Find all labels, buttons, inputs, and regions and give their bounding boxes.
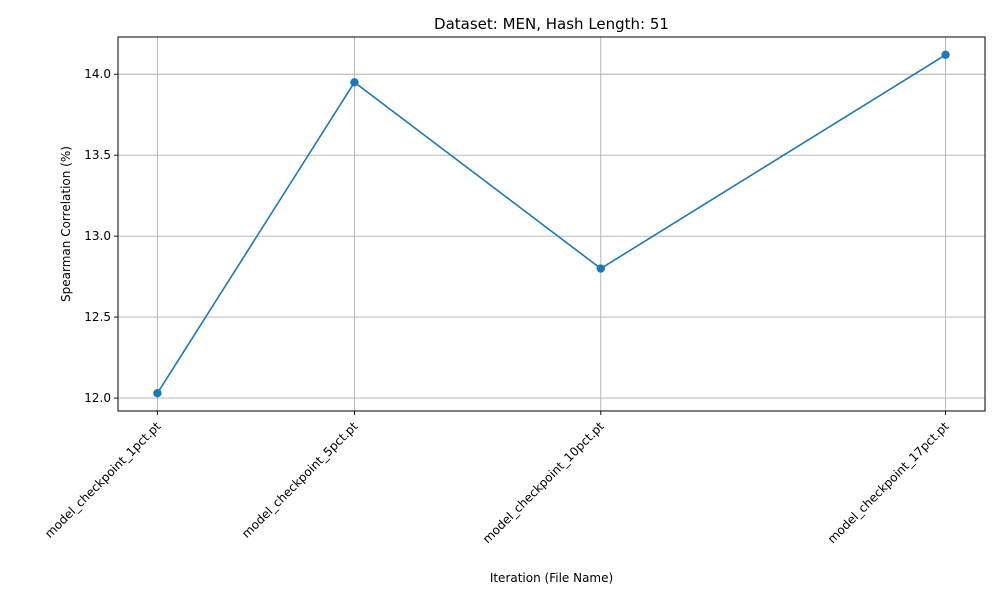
y-tick-label: 13.0 (84, 229, 111, 243)
data-point (350, 78, 359, 87)
axes: model_checkpoint_1pct.pt model_checkpoint… (42, 67, 952, 546)
series-line (156, 54, 947, 394)
data-point (153, 388, 162, 398)
y-tick-label: 14.0 (84, 67, 111, 81)
data-point (941, 50, 950, 60)
grid (118, 37, 985, 411)
x-axis-label: Iteration (File Name) (490, 571, 613, 585)
plot-frame (117, 36, 986, 412)
x-tick-label: model_checkpoint_1pct.pt (42, 419, 164, 541)
y-axis-label: Spearman Correlation (%) (59, 146, 73, 302)
chart-title: Dataset: MEN, Hash Length: 51 (434, 15, 669, 33)
x-tick-label: model_checkpoint_10pct.pt (480, 419, 607, 546)
x-tick-label: model_checkpoint_5pct.pt (239, 419, 361, 541)
x-tick-label: model_checkpoint_17pct.pt (825, 419, 952, 546)
y-tick-label: 12.0 (84, 391, 111, 405)
data-point (596, 264, 605, 273)
y-tick-label: 12.5 (84, 310, 111, 324)
y-tick-label: 13.5 (84, 148, 111, 162)
series-layer (153, 50, 950, 398)
